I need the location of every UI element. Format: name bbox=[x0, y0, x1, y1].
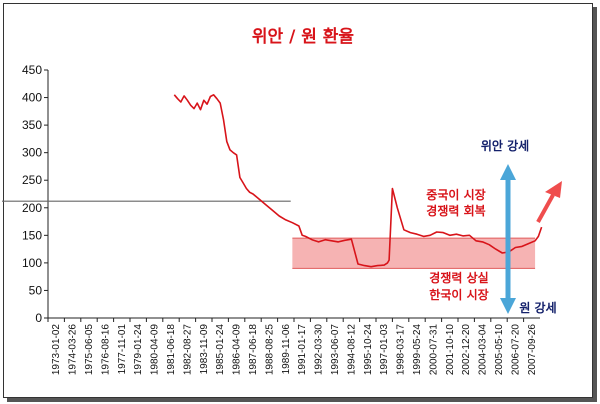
x-tick-label: 1980-04-09 bbox=[150, 324, 161, 376]
x-tick-label: 1989-11-06 bbox=[281, 324, 292, 375]
lower-note-line2: 한국이 시장 bbox=[429, 287, 488, 302]
y-tick-label: 200 bbox=[22, 201, 42, 215]
y-tick-labels: 0 50 100 150 200 250 300 350 400 450 bbox=[22, 63, 42, 325]
y-tick-label: 50 bbox=[29, 283, 43, 297]
x-tick-label: 1993-06-07 bbox=[330, 324, 341, 376]
y-tick-label: 0 bbox=[35, 311, 42, 325]
x-tick-label: 1998-03-17 bbox=[396, 324, 407, 376]
y-tick-label: 450 bbox=[22, 63, 42, 77]
upper-note-line1: 중국이 시장 bbox=[426, 187, 485, 202]
double-arrow-up-head bbox=[500, 164, 516, 180]
x-tick-label: 1997-01-03 bbox=[379, 324, 390, 376]
x-tick-label: 1988-08-25 bbox=[264, 324, 275, 376]
x-tick-labels: 1973-01-02 1974-03-26 1975-06-05 1976-08-16… bbox=[51, 324, 538, 376]
annotations-layer: 위안 강세 중국이 시장 경쟁력 회복 경쟁력 상실 한국이 시장 원 강세 bbox=[426, 138, 556, 315]
highlight-band bbox=[292, 238, 536, 269]
x-tick-label: 1977-11-01 bbox=[117, 324, 128, 375]
x-tick-label: 2000-07-31 bbox=[428, 324, 439, 376]
y-tick-label: 350 bbox=[22, 118, 42, 132]
double-arrow-down-head bbox=[500, 298, 516, 314]
x-tick-label: 1991-01-17 bbox=[297, 324, 308, 376]
x-tick-label: 2007-09-26 bbox=[527, 324, 538, 376]
series-line bbox=[173, 94, 543, 268]
y-tick-label: 100 bbox=[22, 256, 42, 270]
series-layer bbox=[173, 94, 543, 268]
x-tick-label: 1974-03-26 bbox=[68, 324, 79, 376]
axes-layer bbox=[44, 69, 540, 322]
x-tick-label: 1979-01-24 bbox=[133, 324, 144, 376]
yuan-strong-label: 위안 강세 bbox=[481, 138, 529, 153]
x-tick-label: 2001-10-10 bbox=[445, 324, 456, 376]
won-strong-label: 원 강세 bbox=[519, 300, 556, 315]
x-tick-label: 1983-11-09 bbox=[199, 324, 210, 375]
x-tick-label: 2006-07-20 bbox=[510, 324, 521, 376]
x-tick-label: 1976-08-16 bbox=[100, 324, 111, 376]
x-tick-label: 1986-04-09 bbox=[232, 324, 243, 376]
chart-frame bbox=[3, 3, 593, 398]
x-tick-label: 1992-03-30 bbox=[314, 324, 325, 376]
y-tick-label: 300 bbox=[22, 146, 42, 160]
band-layer bbox=[292, 237, 536, 269]
upper-note-line2: 경쟁력 회복 bbox=[426, 203, 485, 218]
y-tick-label: 250 bbox=[22, 173, 42, 187]
x-tick-label: 1981-06-18 bbox=[166, 324, 177, 376]
x-tick-label: 1982-08-27 bbox=[182, 324, 193, 376]
x-tick-label: 1995-10-24 bbox=[363, 324, 374, 376]
x-tick-label: 1975-06-05 bbox=[84, 324, 95, 376]
x-tick-label: 2005-05-10 bbox=[494, 324, 505, 376]
y-tick-label: 400 bbox=[22, 91, 42, 105]
trend-arrow-head bbox=[545, 181, 562, 198]
x-tick-label: 1987-06-18 bbox=[248, 324, 259, 376]
x-tick-label: 1999-05-24 bbox=[412, 324, 423, 376]
x-tick-label: 1985-01-24 bbox=[215, 324, 226, 376]
trend-arrow-shaft bbox=[536, 194, 555, 223]
y-tick-label: 150 bbox=[22, 228, 42, 242]
x-tick-label: 1994-08-12 bbox=[346, 324, 357, 376]
arrows-layer bbox=[500, 164, 562, 314]
x-tick-label: 2002-12-20 bbox=[461, 324, 472, 376]
chart-title: 위안 / 원 환율 bbox=[252, 27, 355, 47]
lower-note-line1: 경쟁력 상실 bbox=[429, 270, 488, 285]
x-tick-label: 1973-01-02 bbox=[51, 324, 62, 376]
x-tick-label: 2004-03-04 bbox=[478, 324, 489, 376]
